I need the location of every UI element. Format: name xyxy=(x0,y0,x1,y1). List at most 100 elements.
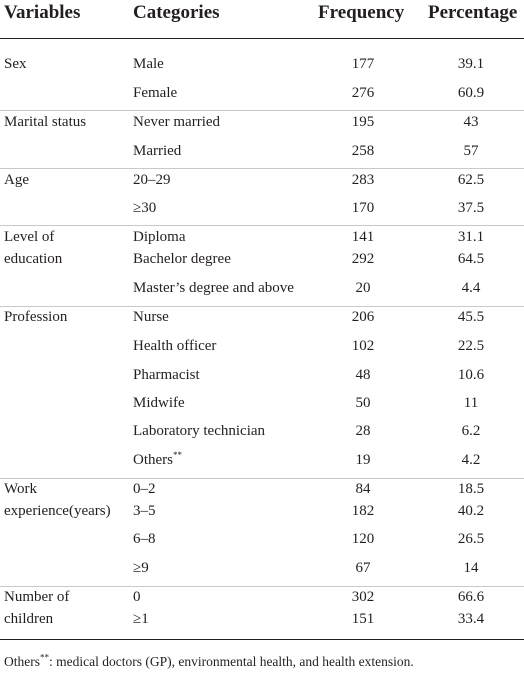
frequency-cell: 28 xyxy=(318,423,408,440)
frequency-cell: 283 xyxy=(318,172,408,189)
frequency-cell: 302 xyxy=(318,589,408,606)
category-cell: 6–8 xyxy=(133,531,156,548)
category-cell: ≥30 xyxy=(133,200,156,217)
percentage-cell: 11 xyxy=(420,395,522,412)
percentage-cell-text: 37.5 xyxy=(457,200,485,216)
frequency-cell-text: 84 xyxy=(355,481,371,497)
frequency-cell: 50 xyxy=(318,395,408,412)
category-cell: ≥9 xyxy=(133,560,149,577)
frequency-cell: 20 xyxy=(318,280,408,297)
header-categories: Categories xyxy=(133,2,220,23)
category-cell: Health officer xyxy=(133,338,216,355)
percentage-cell-text: 40.2 xyxy=(457,503,485,519)
percentage-cell: 37.5 xyxy=(420,200,522,217)
variable-cell: Profession xyxy=(4,309,67,326)
category-cell-text: Laboratory technician xyxy=(133,423,266,439)
variable-cell: Marital status xyxy=(4,114,86,131)
table-header: Variables Categories Frequency Percentag… xyxy=(0,0,524,38)
percentage-cell: 57 xyxy=(420,143,522,160)
category-cell-text: ≥1 xyxy=(133,611,149,627)
variable-cell-text: Sex xyxy=(4,56,27,72)
frequency-cell: 120 xyxy=(318,531,408,548)
frequency-cell-text: 28 xyxy=(355,423,371,439)
percentage-cell-text: 33.4 xyxy=(457,611,485,627)
variable-cell: education xyxy=(4,251,62,268)
percentage-cell: 18.5 xyxy=(420,481,522,498)
percentage-cell-text: 60.9 xyxy=(457,85,485,101)
category-cell-text: ≥9 xyxy=(133,560,149,576)
demographics-table: Variables Categories Frequency Percentag… xyxy=(0,0,524,640)
frequency-cell: 102 xyxy=(318,338,408,355)
category-cell: ≥1 xyxy=(133,611,149,628)
frequency-cell-text: 20 xyxy=(355,280,371,296)
footnote-term: Others xyxy=(4,654,40,669)
category-cell: 0–2 xyxy=(133,481,156,498)
percentage-cell: 4.2 xyxy=(420,452,522,469)
percentage-cell: 45.5 xyxy=(420,309,522,326)
category-cell: Laboratory technician xyxy=(133,423,265,440)
percentage-cell-text: 45.5 xyxy=(457,309,485,325)
frequency-cell-text: 276 xyxy=(351,85,375,101)
header-percentage: Percentage xyxy=(428,2,518,23)
group-separator xyxy=(0,225,524,226)
category-cell-text: 0 xyxy=(133,589,141,605)
frequency-cell-text: 302 xyxy=(351,589,375,605)
percentage-cell-text: 26.5 xyxy=(457,531,485,547)
category-cell: Female xyxy=(133,85,177,102)
percentage-cell-text: 66.6 xyxy=(457,589,485,605)
category-cell: Nurse xyxy=(133,309,169,326)
header-rule xyxy=(0,38,524,39)
category-cell: Married xyxy=(133,143,181,160)
category-cell: Bachelor degree xyxy=(133,251,231,268)
category-cell: Midwife xyxy=(133,395,185,412)
percentage-cell: 33.4 xyxy=(420,611,522,628)
variable-cell-text: Level of xyxy=(4,229,55,245)
percentage-cell: 26.5 xyxy=(420,531,522,548)
percentage-cell: 60.9 xyxy=(420,85,522,102)
percentage-cell: 40.2 xyxy=(420,503,522,520)
frequency-cell-text: 19 xyxy=(355,452,371,468)
category-cell-text: Bachelor degree xyxy=(133,251,231,267)
frequency-cell-text: 258 xyxy=(351,143,375,159)
category-cell-text: 0–2 xyxy=(133,481,156,497)
frequency-cell-text: 120 xyxy=(351,531,375,547)
category-cell-text: Midwife xyxy=(133,395,185,411)
percentage-cell-text: 57 xyxy=(463,143,479,159)
percentage-cell-text: 64.5 xyxy=(457,251,485,267)
percentage-cell-text: 10.6 xyxy=(457,367,485,383)
footnote-text: : medical doctors (GP), environmental he… xyxy=(49,654,414,669)
category-cell-text: Never married xyxy=(133,114,221,130)
frequency-cell: 19 xyxy=(318,452,408,469)
bottom-rule xyxy=(0,639,524,640)
percentage-cell-text: 14 xyxy=(463,560,479,576)
frequency-cell-text: 206 xyxy=(351,309,375,325)
category-cell-text: Female xyxy=(133,85,178,101)
variable-cell: Level of xyxy=(4,229,54,246)
header-frequency: Frequency xyxy=(318,2,405,23)
group-separator xyxy=(0,110,524,111)
frequency-cell: 177 xyxy=(318,56,408,73)
category-cell: 3–5 xyxy=(133,503,156,520)
percentage-cell-text: 31.1 xyxy=(457,229,485,245)
variable-cell-text: experience(years) xyxy=(4,503,111,519)
category-cell: Master’s degree and above xyxy=(133,280,294,297)
frequency-cell-text: 182 xyxy=(351,503,375,519)
frequency-cell-text: 67 xyxy=(355,560,371,576)
variable-cell-text: Profession xyxy=(4,309,68,325)
percentage-cell-text: 6.2 xyxy=(461,423,481,439)
percentage-cell: 66.6 xyxy=(420,589,522,606)
frequency-cell: 141 xyxy=(318,229,408,246)
group-separator xyxy=(0,586,524,587)
category-cell-text: Male xyxy=(133,56,164,72)
percentage-cell: 39.1 xyxy=(420,56,522,73)
category-cell-text: Pharmacist xyxy=(133,367,200,383)
category-cell-text: Master’s degree and above xyxy=(133,280,294,296)
frequency-cell: 67 xyxy=(318,560,408,577)
category-cell-text: 3–5 xyxy=(133,503,156,519)
footnote-marker: ** xyxy=(173,450,182,460)
category-cell-text: Others xyxy=(133,452,173,468)
frequency-cell-text: 195 xyxy=(351,114,375,130)
frequency-cell: 151 xyxy=(318,611,408,628)
frequency-cell-text: 170 xyxy=(351,200,375,216)
percentage-cell: 31.1 xyxy=(420,229,522,246)
